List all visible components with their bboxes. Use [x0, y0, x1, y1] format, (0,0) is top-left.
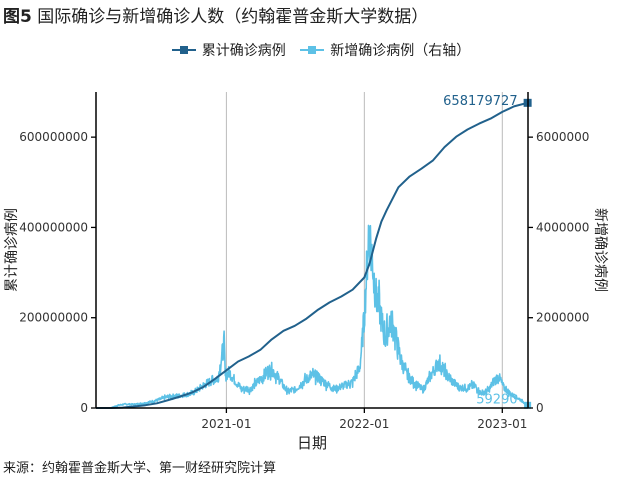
y-left-tick-label: 0 — [80, 401, 88, 415]
y-right-tick-label: 2000000 — [536, 311, 589, 325]
source-note: 来源：约翰霍普金斯大学、第一财经研究院计算 — [3, 461, 277, 476]
series-cumulative-end-label: 658179727 — [443, 94, 517, 109]
chart-labels: 2021-01 2022-01 2023-01 0 200000000 400000000… — [4, 94, 608, 452]
y-left-axis-title: 累计确诊病例 — [4, 208, 20, 292]
y-right-tick-label: 6000000 — [536, 130, 589, 144]
x-tick-label: 2021-01 — [201, 417, 251, 431]
legend-item-daily: 新增确诊病例（右轴） — [298, 40, 470, 60]
series-daily-line — [95, 224, 529, 409]
y-left-tick-label: 200000000 — [19, 311, 88, 325]
x-axis-title: 日期 — [297, 434, 327, 452]
gridlines — [225, 92, 503, 408]
y-right-axis-title: 新增确诊病例 — [592, 208, 608, 292]
legend-swatch-daily — [300, 46, 325, 54]
x-tick-label: 2023-01 — [477, 417, 527, 431]
legend-label-cumulative: 累计确诊病例 — [201, 43, 286, 59]
chart-area: 2021-01 2022-01 2023-01 0 200000000 400000000… — [4, 92, 608, 452]
x-tick-label: 2022-01 — [339, 417, 389, 431]
series-cumulative-line — [96, 101, 528, 409]
legend-item-cumulative: 累计确诊病例 — [170, 40, 286, 60]
legend-label-daily: 新增确诊病例（右轴） — [330, 43, 471, 59]
y-left-tick-label: 400000000 — [19, 220, 88, 234]
legend: 累计确诊病例 新增确诊病例（右轴） — [0, 40, 640, 60]
series-daily-end-label: 59290 — [476, 392, 517, 407]
figure-title-text: 国际确诊与新增确诊人数（约翰霍普金斯大学数据） — [37, 7, 429, 27]
legend-swatch-cumulative — [171, 46, 196, 54]
series-daily — [95, 224, 532, 409]
y-right-tick-label: 4000000 — [536, 220, 589, 234]
y-right-tick-label: 0 — [536, 401, 544, 415]
axes — [91, 92, 533, 413]
figure-number: 图5 — [3, 7, 32, 27]
y-left-tick-label: 600000000 — [19, 130, 88, 144]
figure-title: 图5 国际确诊与新增确诊人数（约翰霍普金斯大学数据） — [3, 2, 428, 27]
series-cumulative — [96, 98, 532, 409]
